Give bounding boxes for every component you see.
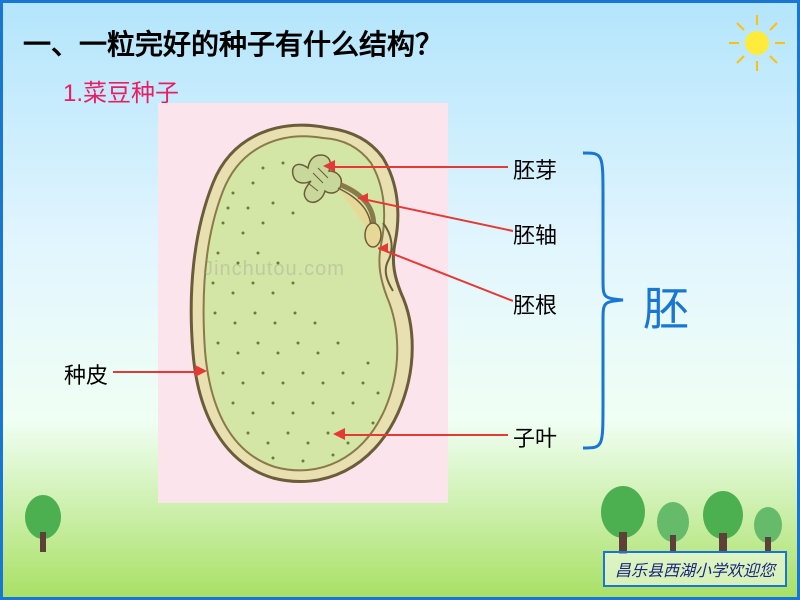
label-axis: 胚轴 bbox=[513, 218, 557, 250]
label-seed-coat: 种皮 bbox=[58, 358, 108, 390]
label-cotyledon: 子叶 bbox=[513, 421, 557, 453]
leader-axis bbox=[358, 193, 513, 233]
main-heading: 一、一粒完好的种子有什么结构？ bbox=[23, 23, 443, 63]
watermark-text: Jinchutou.com bbox=[203, 258, 345, 281]
label-radicle: 胚根 bbox=[513, 288, 557, 320]
footer-credit: 昌乐县西湖小学欢迎您 bbox=[603, 551, 787, 587]
label-plumule: 胚芽 bbox=[513, 153, 557, 185]
arrow-seed-coat bbox=[195, 365, 207, 377]
embryo-bracket bbox=[578, 148, 628, 453]
label-embryo: 胚 bbox=[643, 273, 689, 339]
arrow-cotyledon bbox=[333, 428, 345, 440]
sun-decoration bbox=[727, 13, 787, 73]
leader-plumule bbox=[333, 166, 508, 168]
arrow-plumule bbox=[323, 160, 335, 172]
leader-radicle bbox=[378, 243, 513, 303]
leader-cotyledon bbox=[343, 434, 508, 436]
leader-seed-coat bbox=[113, 371, 198, 373]
seed-diagram bbox=[173, 113, 433, 493]
